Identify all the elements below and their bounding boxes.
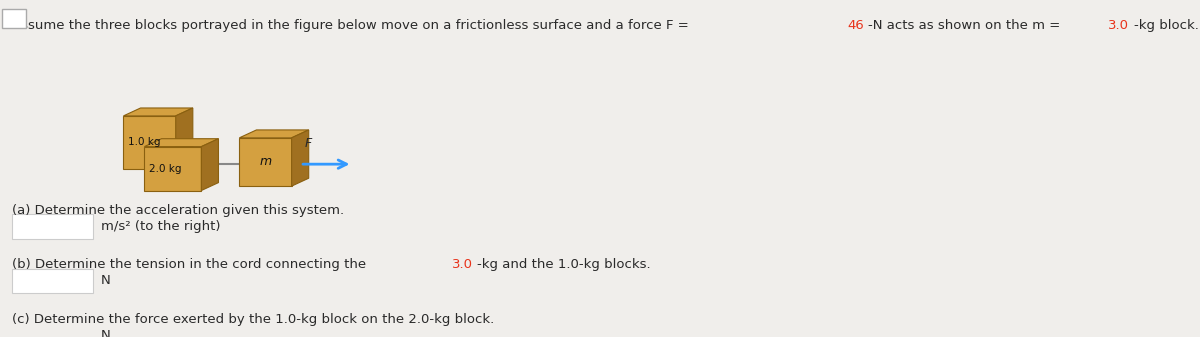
Text: m: m [259,155,271,168]
Polygon shape [144,147,202,190]
Text: (a) Determine the acceleration given this system.: (a) Determine the acceleration given thi… [12,204,344,217]
Text: 3.0: 3.0 [451,258,473,271]
Polygon shape [239,138,292,186]
Polygon shape [175,108,193,168]
Polygon shape [292,130,308,186]
Text: 2.0 kg: 2.0 kg [149,163,181,174]
Text: -kg block.: -kg block. [1134,19,1199,32]
Text: (c) Determine the force exerted by the 1.0-kg block on the 2.0-kg block.: (c) Determine the force exerted by the 1… [12,312,494,326]
Text: N: N [101,329,110,337]
Text: -kg and the 1.0-kg blocks.: -kg and the 1.0-kg blocks. [478,258,650,271]
Polygon shape [124,116,175,168]
Polygon shape [124,108,193,116]
Bar [2,9,25,28]
Text: 1.0 kg: 1.0 kg [128,137,161,147]
Bar [12,323,94,337]
Text: (b) Determine the tension in the cord connecting the: (b) Determine the tension in the cord co… [12,258,371,271]
Text: 3.0: 3.0 [1109,19,1129,32]
Text: 46: 46 [847,19,864,32]
Bar [12,269,94,293]
Text: F: F [305,137,312,150]
Polygon shape [202,139,218,190]
Text: Assume the three blocks portrayed in the figure below move on a frictionless sur: Assume the three blocks portrayed in the… [12,19,694,32]
Text: N: N [101,274,110,287]
Text: -N acts as shown on the m =: -N acts as shown on the m = [868,19,1064,32]
Polygon shape [239,130,308,138]
Polygon shape [144,139,218,147]
Bar [12,214,94,239]
Text: m/s² (to the right): m/s² (to the right) [101,220,220,233]
